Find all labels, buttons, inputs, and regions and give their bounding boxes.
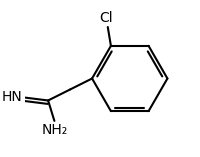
Text: NH₂: NH₂ xyxy=(41,123,67,137)
Text: HN: HN xyxy=(1,90,22,104)
Text: Cl: Cl xyxy=(99,11,112,25)
